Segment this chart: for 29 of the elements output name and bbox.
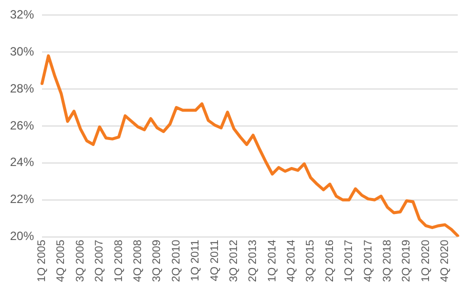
x-tick-label: 1Q 2014 [266,240,278,282]
x-tick-label: 2Q 2007 [94,240,106,282]
x-tick-label: 2Q 2010 [170,240,182,282]
x-tick-label: 4Q 2005 [55,240,68,282]
x-tick-label: 4Q 2014 [286,240,298,282]
x-tick-label: 4Q 2020 [439,240,452,282]
x-tick-label: 2Q 2016 [324,240,336,282]
x-tick-label: 3Q 2012 [228,240,240,282]
x-tick-label: 4Q 2017 [362,240,374,282]
x-tick-label: 3Q 2006 [74,240,86,282]
x-tick-label: 1Q 2008 [112,240,125,282]
y-tick-label: 22% [10,192,34,206]
x-tick-label: 1Q 2020 [420,240,432,282]
y-tick-label: 20% [10,229,34,244]
x-tick-label: 3Q 2018 [381,240,394,282]
x-tick-label: 1Q 2005 [36,240,48,282]
y-tick-label: 28% [10,81,34,96]
x-tick-label: 3Q 2015 [304,240,317,282]
y-tick-label: 30% [10,44,34,58]
x-tick-label: 4Q 2008 [132,240,144,282]
y-tick-label: 24% [10,155,34,170]
x-tick-label: 1Q 2017 [343,240,356,282]
x-tick-label: 2Q 2013 [247,240,260,282]
x-tick-label: 1Q 2011 [190,240,202,282]
x-tick-label: 4Q 2011 [208,240,221,282]
x-tick-label: 3Q 2009 [151,240,164,282]
y-tick-label: 32% [10,8,34,22]
y-tick-label: 26% [10,118,34,132]
x-tick-label: 2Q 2019 [400,240,413,282]
